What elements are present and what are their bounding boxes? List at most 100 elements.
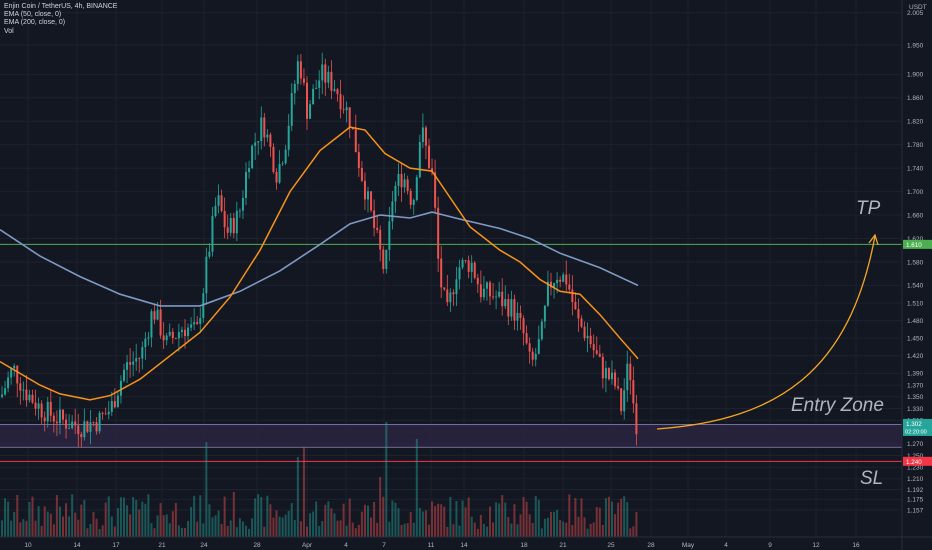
candle-body	[388, 221, 391, 250]
candle-body	[312, 88, 315, 105]
candle-body	[281, 163, 284, 165]
volume-bar	[498, 503, 501, 537]
candle-body	[171, 331, 174, 339]
legend-symbol[interactable]: Enjin Coin / TetherUS, 4h, BINANCE	[4, 3, 118, 10]
volume-bar	[495, 502, 498, 537]
candle-body	[141, 347, 144, 359]
volume-bar	[260, 497, 263, 537]
volume-bar	[309, 513, 312, 537]
time-tick-label: May	[682, 542, 695, 549]
volume-bar	[174, 503, 177, 537]
volume-bar	[153, 528, 156, 537]
candle-body	[482, 288, 485, 298]
candle-body	[211, 215, 214, 252]
volume-bar	[592, 522, 595, 537]
chart-legend: Enjin Coin / TetherUS, 4h, BINANCE EMA (…	[4, 3, 117, 36]
candle-body	[226, 227, 229, 233]
volume-bar	[254, 498, 257, 537]
candle-body	[412, 199, 415, 205]
candle-body	[397, 174, 400, 186]
volume-bar	[504, 502, 507, 537]
chart-grid	[0, 12, 902, 511]
volume-bar	[620, 498, 623, 537]
volume-bar	[589, 523, 592, 537]
candle-body	[144, 338, 147, 348]
volume-bar	[229, 520, 232, 537]
volume-bar	[193, 495, 196, 537]
candle-body	[208, 251, 211, 257]
candle-body	[446, 289, 449, 303]
volume-bar	[449, 496, 452, 537]
volume-bar	[34, 520, 37, 537]
volume-bar	[223, 496, 226, 537]
volume-bar	[13, 511, 16, 537]
candle-body	[617, 386, 620, 389]
candle-body	[71, 421, 74, 429]
price-axis: 2.005 1.950 1.900 1.860 1.820 1.780 1.740 1.700…	[901, 0, 924, 550]
volume-bar	[113, 526, 116, 537]
volume-bar	[513, 504, 516, 537]
volume-bar	[568, 494, 571, 537]
volume-bars	[1, 422, 638, 537]
volume-bar	[22, 519, 25, 537]
volume-bar	[611, 501, 613, 537]
volume-bar	[431, 501, 434, 537]
candle-body	[135, 358, 138, 362]
candle-body	[248, 168, 251, 172]
candle-body	[431, 168, 434, 173]
candle-body	[519, 312, 522, 319]
time-tick-label: 14	[73, 542, 81, 549]
volume-bar	[290, 503, 293, 537]
time-tick-label: 28	[253, 542, 261, 549]
volume-bar	[379, 477, 382, 537]
volume-bar	[507, 517, 510, 537]
volume-bar	[406, 523, 409, 537]
candle-body	[476, 277, 479, 285]
candle-body	[235, 210, 238, 234]
candle-body	[370, 191, 373, 211]
volume-bar	[415, 439, 418, 537]
candle-body	[306, 82, 308, 119]
volume-bar	[235, 527, 238, 537]
candle-body	[116, 395, 119, 408]
volume-bar	[318, 526, 321, 537]
candle-body	[562, 274, 565, 282]
candle-body	[293, 83, 296, 94]
candle-body	[190, 324, 193, 328]
volume-bar	[101, 525, 104, 537]
candle-body	[101, 412, 104, 414]
volume-bar	[28, 501, 31, 537]
candle-body	[607, 368, 610, 380]
volume-bar	[626, 502, 629, 537]
volume-bar	[360, 511, 363, 537]
volume-bar	[165, 514, 168, 537]
volume-bar	[196, 521, 199, 537]
projection-arrow-head	[868, 233, 879, 246]
candle-body	[464, 260, 467, 261]
entry-zone-annotation: Entry Zone	[791, 395, 884, 416]
legend-ema200[interactable]: EMA (200, close, 0)	[4, 19, 66, 27]
candle-body	[513, 299, 516, 321]
price-tick-label: 1.175	[907, 497, 924, 504]
volume-bar	[546, 517, 549, 537]
candle-body	[339, 94, 342, 110]
volume-bar	[65, 503, 68, 537]
candle-body	[241, 197, 244, 211]
volume-bar	[348, 498, 351, 537]
legend-ema50[interactable]: EMA (50, close, 0)	[4, 11, 62, 19]
candle-body	[278, 163, 281, 183]
legend-vol[interactable]: Vol	[4, 27, 14, 35]
volume-bar	[138, 509, 141, 537]
volume-bar	[92, 511, 95, 537]
candle-body	[507, 299, 510, 317]
candle-body	[205, 256, 208, 294]
candle-body	[318, 80, 321, 88]
volume-bar	[10, 520, 13, 537]
candle-body	[83, 421, 86, 438]
volume-bar	[519, 514, 522, 537]
tp-annotation: TP	[856, 198, 881, 219]
candle-body	[373, 210, 376, 228]
candle-body	[80, 434, 83, 438]
volume-bar	[373, 502, 376, 537]
